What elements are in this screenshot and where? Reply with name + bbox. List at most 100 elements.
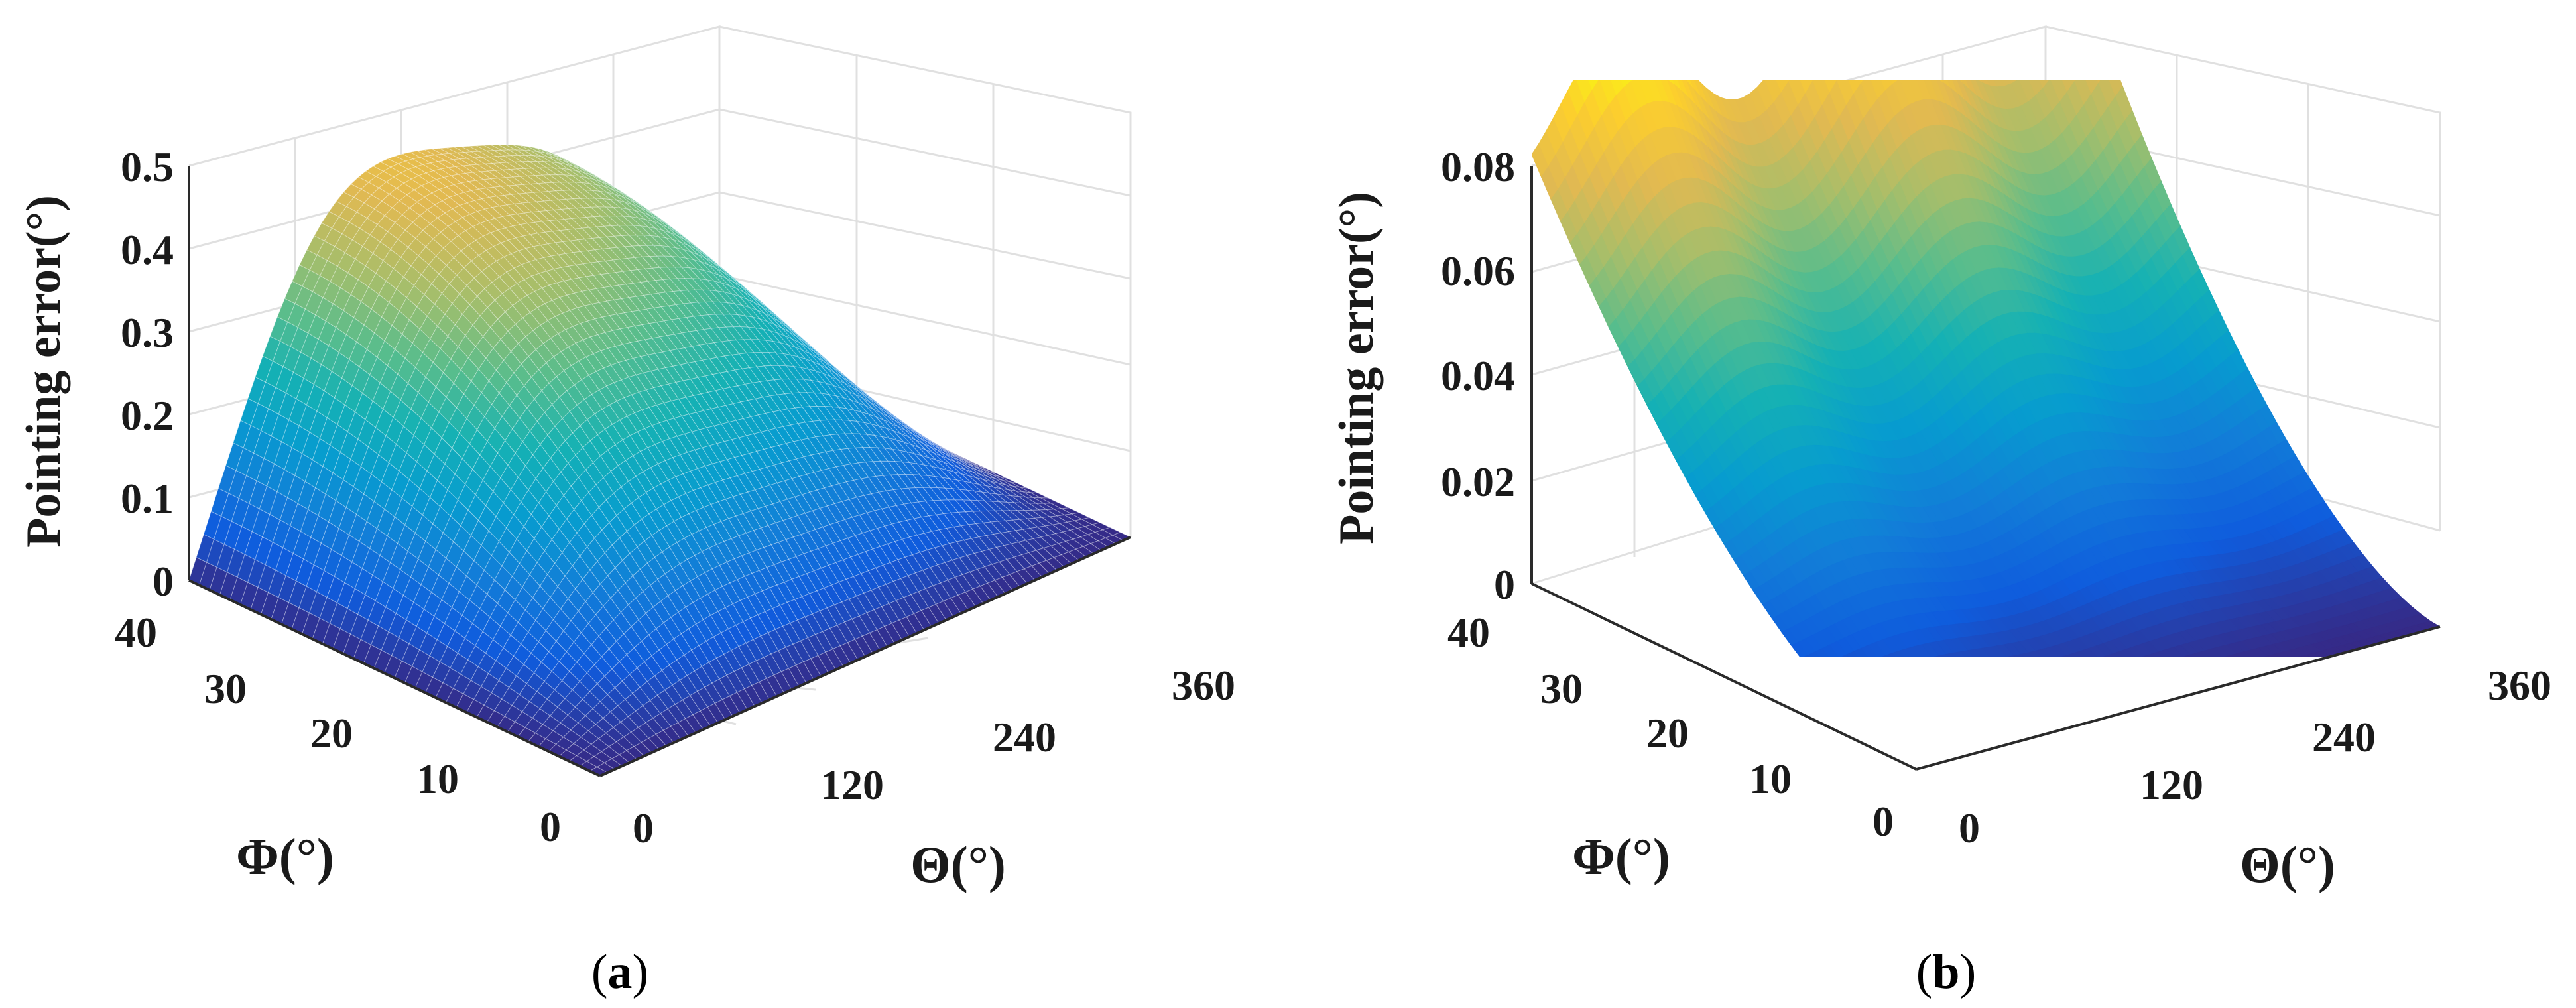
surface-patch <box>2087 11 2104 47</box>
panel-b-surface <box>1532 0 2440 682</box>
surface-patch <box>1030 492 1049 499</box>
surface-patch <box>1857 5 1874 38</box>
panel-a-z-tick: 0 <box>153 558 174 605</box>
surface-patch <box>1020 487 1038 494</box>
surface-patch <box>2055 21 2073 58</box>
surface-patch <box>1605 27 1622 60</box>
panel-a-phi-tick: 10 <box>416 755 459 802</box>
panel-a-theta-tick: 0 <box>633 804 654 851</box>
surface-patch <box>969 460 987 470</box>
panel-b-surface-plot: 0 0.02 0.04 0.06 0.08 Pointing error(°) … <box>1329 0 2551 893</box>
surface-patch <box>1900 0 1917 27</box>
panel-a-theta-tick: 120 <box>820 761 884 808</box>
surface-patch <box>1898 0 1915 5</box>
surface-patch <box>1893 0 1910 23</box>
surface-patch <box>1953 12 1971 39</box>
surface-patch <box>1670 80 1687 82</box>
surface-patch <box>1823 0 1840 5</box>
surface-patch <box>2036 0 2054 9</box>
surface-patch <box>2000 26 2016 56</box>
panel-a-z-tick: 0.3 <box>121 309 174 356</box>
surface-patch <box>1842 21 1859 57</box>
surface-patch <box>1634 21 1651 50</box>
panel-a-z-axis-label: Pointing error(°) <box>17 195 71 548</box>
surface-patch <box>1927 1 1944 34</box>
surface-patch <box>1815 0 1833 17</box>
surface-patch <box>2001 80 2020 84</box>
surface-patch <box>1864 0 1881 31</box>
surface-patch <box>1945 80 1963 84</box>
surface-patch <box>1895 21 1912 48</box>
surface-patch <box>1932 0 1949 25</box>
surface-patch <box>1888 21 1904 49</box>
surface-patch <box>1818 664 1835 680</box>
surface-patch <box>1803 80 1821 82</box>
surface-patch <box>1835 31 1852 68</box>
panel-a-phi-tick: 30 <box>204 665 247 712</box>
surface-patch <box>1873 26 1890 58</box>
surface-patch <box>2048 33 2065 68</box>
panel-a-z-tick: 0.2 <box>121 392 174 439</box>
surface-patch <box>958 455 977 464</box>
surface-patch <box>1963 36 1981 62</box>
surface-patch <box>1832 0 1849 31</box>
surface-patch <box>1648 27 1665 58</box>
surface-patch <box>2060 0 2077 9</box>
surface-patch <box>1934 9 1951 42</box>
panel-a-z-tick: 0.4 <box>121 226 174 273</box>
panel-a-surface <box>188 144 1132 777</box>
surface-patch <box>1975 14 1993 40</box>
surface-patch <box>1930 19 1946 52</box>
surface-patch <box>1839 0 1856 21</box>
surface-patch <box>1619 21 1636 50</box>
surface-patch <box>1939 44 1955 76</box>
surface-patch <box>1847 0 1864 12</box>
surface-patch <box>1886 0 1903 21</box>
surface-patch <box>2070 0 2087 34</box>
surface-patch <box>1663 39 1680 73</box>
surface-patch <box>1920 0 1936 27</box>
surface-patch <box>2053 0 2070 21</box>
surface-patch <box>1859 38 1875 73</box>
surface-patch <box>1650 80 1668 81</box>
surface-patch <box>1965 80 1983 84</box>
surface-patch <box>1941 17 1958 49</box>
surface-patch <box>1817 17 1835 55</box>
surface-patch <box>1939 0 1956 31</box>
surface-patch <box>1800 655 1819 657</box>
surface-patch <box>1922 11 1939 44</box>
surface-patch <box>2064 80 2083 82</box>
panel-a-surface-plot: 0 0.1 0.2 0.3 0.4 0.5 Pointing error(°) … <box>17 25 1235 893</box>
surface-patch <box>1827 80 1845 81</box>
panel-a-phi-axis <box>188 579 601 777</box>
surface-patch <box>2004 0 2022 18</box>
surface-patch <box>1628 48 1645 77</box>
surface-patch <box>1656 32 1673 66</box>
surface-patch <box>1946 7 1963 36</box>
panel-a-theta-axis-label: Θ(°) <box>910 836 1006 893</box>
surface-patch <box>1794 17 1811 56</box>
surface-patch <box>1778 80 1796 82</box>
surface-patch <box>1849 12 1866 48</box>
surface-patch <box>1626 21 1644 48</box>
surface-patch <box>1811 667 1828 682</box>
panel-a-theta-tick: 240 <box>993 714 1056 761</box>
surface-patch <box>1010 481 1028 489</box>
surface-patch <box>1951 42 1968 72</box>
surface-patch <box>1902 21 1920 49</box>
surface-patch <box>1597 34 1614 69</box>
surface-patch <box>1961 16 1977 41</box>
surface-patch <box>1825 661 1842 676</box>
surface-patch <box>2029 0 2046 21</box>
surface-patch <box>2014 7 2032 41</box>
panel-a-z-tick: 0.5 <box>121 143 174 190</box>
panel-a-z-tick: 0.1 <box>121 475 174 522</box>
surface-patch <box>1925 0 1942 17</box>
surface-patch <box>1915 5 1932 38</box>
surface-patch <box>1636 48 1653 75</box>
surface-patch <box>2089 80 2107 84</box>
panel-a-phi-tick: 0 <box>540 803 561 850</box>
surface-patch <box>1590 42 1607 79</box>
surface-patch <box>2016 41 2034 72</box>
